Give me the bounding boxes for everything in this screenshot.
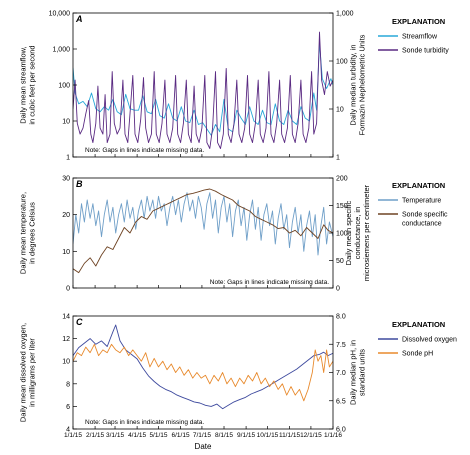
gap-note-a: Note: Gaps in lines indicate missing dat… [85, 147, 204, 154]
x-tick-label-7: 8/1/15 [215, 432, 233, 439]
left-axis-title-c: Daily mean dissolved oxygen, [19, 323, 28, 422]
legend-label-b-0: Temperature [402, 198, 441, 205]
right-tick-label-c-0: 6.0 [336, 427, 346, 434]
panel-b-temperature-conductance: B 0 10 20 30 0 50 100 150 200 Daily mean temperatu… [19, 176, 449, 293]
legend-label-a-0: Streamflow [402, 34, 438, 41]
x-tick-label-12: 1/1/16 [324, 432, 342, 439]
series-line-c-0 [73, 324, 333, 410]
panel-c-oxygen-ph: C 4 6 8 10 12 14 6.0 6.5 7.0 7.5 8.0 Daily mean diss… [19, 314, 457, 434]
left-tick-label-c-1: 6 [66, 404, 70, 411]
right-tick-label-b-3: 150 [336, 203, 348, 210]
legend-title-c: EXPLANATION [392, 320, 445, 329]
right-tick-label-b-2: 100 [336, 231, 348, 238]
x-tick-label-4: 5/1/15 [149, 432, 167, 439]
panel-a-lines [73, 31, 333, 149]
right-tick-label-b-1: 50 [336, 258, 344, 265]
x-tick-label-3: 4/1/15 [128, 432, 146, 439]
left-tick-label-b-3: 30 [62, 176, 70, 183]
left-tick-label-c-3: 10 [62, 359, 70, 366]
panel-letter-c: C [76, 317, 83, 327]
x-axis-title: Date [195, 442, 212, 451]
right-tick-label-c-1: 6.5 [336, 398, 346, 405]
left-axis-title-b: in degrees Celsius [28, 202, 37, 264]
x-tick-label-0: 1/1/15 [64, 432, 82, 439]
series-line-a-0 [73, 42, 333, 136]
gap-note-c: Note: Gaps in lines indicate missing dat… [85, 419, 204, 426]
legend-label-a-1: Sonde turbidity [402, 48, 449, 55]
x-tick-label-9: 10/1/15 [257, 432, 279, 439]
left-tick-label-a-4: 10,000 [49, 11, 71, 18]
left-axis-title-a: Daily mean streamflow, [19, 46, 28, 124]
left-tick-label-c-0: 4 [66, 427, 70, 434]
panel-letter-b: B [76, 179, 83, 189]
x-tick-label-6: 7/1/15 [193, 432, 211, 439]
legend-label-c-0: Dissolved oxygen [402, 337, 457, 344]
left-tick-label-a-1: 10 [62, 119, 70, 126]
right-tick-label-a-1: 10 [336, 107, 344, 114]
left-tick-label-c-2: 8 [66, 381, 70, 388]
right-tick-label-a-0: 1 [336, 155, 340, 162]
x-tick-label-2: 3/1/15 [106, 432, 124, 439]
right-axis-title-a: Daily median turbidity, in [349, 44, 358, 125]
right-tick-label-b-0: 0 [336, 286, 340, 293]
right-axis-title-c: standard units [358, 349, 367, 396]
panel-c-lines [73, 324, 333, 410]
right-axis-title-b: Daily mean specific [344, 200, 353, 265]
x-tick-label-1: 2/1/15 [86, 432, 104, 439]
left-tick-label-c-4: 12 [62, 336, 70, 343]
left-axis-title-a: in cubic feet per second [28, 45, 37, 124]
left-tick-label-a-0: 1 [66, 155, 70, 162]
left-tick-label-b-1: 10 [62, 249, 70, 256]
right-tick-label-a-3: 1,000 [336, 11, 354, 18]
left-tick-label-b-0: 0 [66, 286, 70, 293]
right-tick-label-b-4: 200 [336, 176, 348, 183]
right-tick-label-a-2: 100 [336, 59, 348, 66]
x-tick-label-10: 11/1/15 [279, 432, 301, 439]
panel-letter-a: A [75, 14, 83, 24]
right-axis-title-b: microsiemens per centimeter [362, 184, 371, 281]
panel-b-frame [72, 177, 334, 289]
right-axis-title-b: conductance, in [353, 207, 362, 260]
x-tick-label-5: 6/1/15 [172, 432, 190, 439]
series-line-b-0 [73, 192, 333, 256]
series-line-a-1 [73, 31, 333, 149]
left-tick-label-c-5: 14 [62, 314, 70, 321]
left-tick-label-b-2: 20 [62, 212, 70, 219]
legend-title-a: EXPLANATION [392, 17, 445, 26]
left-tick-label-a-2: 100 [58, 83, 70, 90]
left-axis-title-c: in milligrams per liter [28, 338, 37, 407]
x-tick-label-8: 9/1/15 [237, 432, 255, 439]
panel-b-lines [73, 188, 333, 274]
right-tick-label-c-2: 7.0 [336, 370, 346, 377]
right-axis-title-c: Daily median pH, in [349, 340, 358, 405]
legend-label-b-1: Sonde specific conductance [402, 212, 448, 228]
right-tick-label-c-4: 8.0 [336, 314, 346, 321]
legend-label-c-1: Sonde pH [402, 351, 433, 358]
panel-a-streamflow-turbidity: A 1 10 100 1,000 10,000 1 10 100 1,000 Daily mean … [19, 11, 450, 162]
shared-date-axis: 1/1/15 2/1/15 3/1/15 4/1/15 5/1/15 6/1/15 7/1/… [64, 154, 342, 451]
legend-title-b: EXPLANATION [392, 181, 445, 190]
right-axis-title-a: Formazin Nephelometric Units [358, 34, 367, 135]
x-tick-label-11: 12/1/15 [300, 432, 322, 439]
left-axis-title-b: Daily mean temperature, [19, 192, 28, 274]
series-line-c-1 [73, 343, 333, 402]
series-line-b-1 [73, 188, 333, 274]
gap-note-b: Note: Gaps in lines indicate missing dat… [210, 279, 329, 286]
right-tick-label-c-3: 7.5 [336, 342, 346, 349]
left-tick-label-a-3: 1,000 [52, 47, 70, 54]
